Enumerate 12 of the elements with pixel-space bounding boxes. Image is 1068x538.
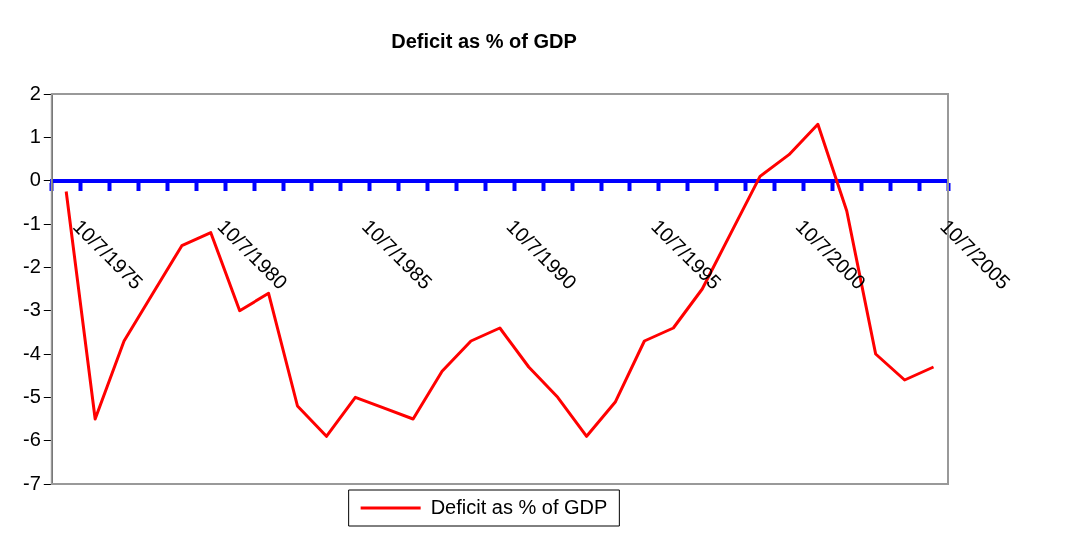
y-tick-label: -2 — [22, 254, 41, 277]
y-tick-label: -1 — [22, 211, 41, 234]
chart-title: Deficit as % of GDP — [391, 29, 577, 52]
y-tick-label: 1 — [29, 124, 41, 147]
y-tick-label: 2 — [29, 81, 41, 104]
y-tick-label: -4 — [22, 341, 41, 364]
y-tick-label: -7 — [22, 471, 41, 494]
y-tick-label: -6 — [22, 428, 41, 451]
y-tick-label: -3 — [22, 298, 41, 321]
y-tick-label: 0 — [29, 168, 41, 191]
y-tick-label: -5 — [22, 384, 41, 407]
legend-label: Deficit as % of GDP — [430, 495, 608, 518]
